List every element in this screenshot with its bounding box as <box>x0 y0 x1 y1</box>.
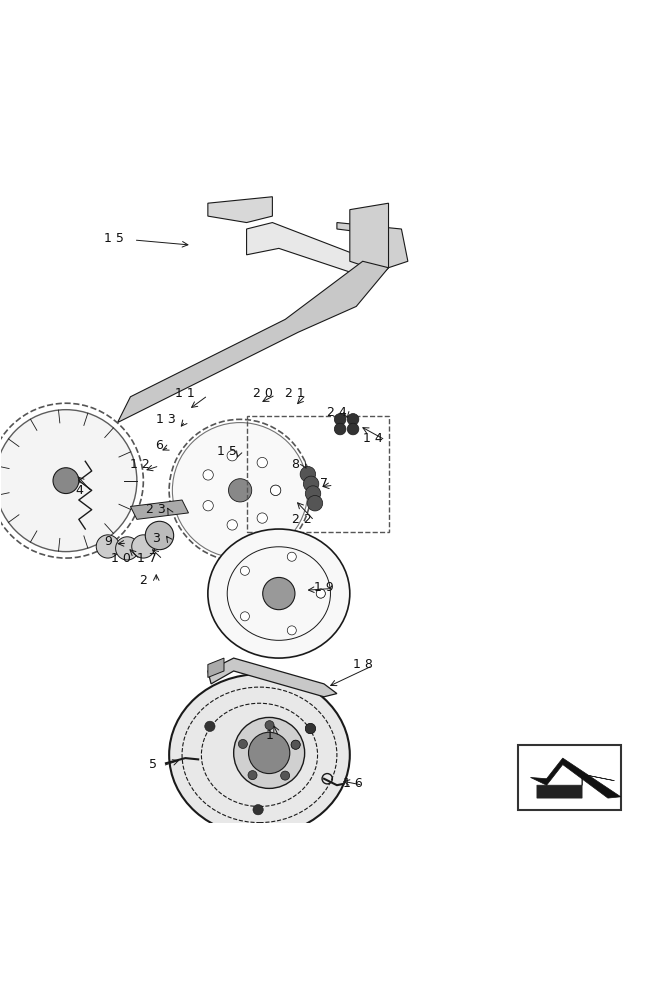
Text: 1 5: 1 5 <box>217 445 237 458</box>
Circle shape <box>234 717 305 788</box>
Circle shape <box>253 805 263 815</box>
Circle shape <box>248 771 257 780</box>
Text: 3: 3 <box>152 532 160 545</box>
Circle shape <box>316 589 325 598</box>
Polygon shape <box>130 500 189 519</box>
Circle shape <box>227 520 237 530</box>
Polygon shape <box>117 261 389 423</box>
Text: 6: 6 <box>156 439 163 452</box>
Circle shape <box>281 771 290 780</box>
Polygon shape <box>208 658 224 677</box>
Text: 1 1: 1 1 <box>176 387 195 400</box>
Ellipse shape <box>169 674 350 836</box>
Text: 1: 1 <box>265 729 273 742</box>
Circle shape <box>307 495 323 511</box>
Text: 2: 2 <box>139 574 147 587</box>
Text: 1 3: 1 3 <box>156 413 176 426</box>
Text: 1 7: 1 7 <box>137 552 157 565</box>
Circle shape <box>257 513 268 523</box>
Circle shape <box>287 552 296 561</box>
Text: 2 1: 2 1 <box>285 387 305 400</box>
Polygon shape <box>208 197 272 223</box>
Text: 8: 8 <box>291 458 299 471</box>
Circle shape <box>305 486 321 501</box>
Circle shape <box>334 423 346 435</box>
Circle shape <box>145 521 174 550</box>
Text: 2 2: 2 2 <box>292 513 311 526</box>
Circle shape <box>291 740 300 749</box>
Circle shape <box>240 566 249 575</box>
Circle shape <box>334 414 346 425</box>
Polygon shape <box>531 758 621 798</box>
Circle shape <box>257 457 268 468</box>
Circle shape <box>53 468 79 494</box>
Circle shape <box>300 466 316 482</box>
Circle shape <box>229 479 251 502</box>
Text: 2 4: 2 4 <box>327 406 347 419</box>
Circle shape <box>265 721 274 730</box>
Bar <box>518 745 621 810</box>
Circle shape <box>205 721 215 731</box>
Text: 5: 5 <box>149 758 157 771</box>
Circle shape <box>203 501 213 511</box>
Text: 9: 9 <box>104 535 112 548</box>
Text: 1 5: 1 5 <box>104 232 124 245</box>
Circle shape <box>287 626 296 635</box>
Circle shape <box>347 423 359 435</box>
Text: 7: 7 <box>320 477 328 490</box>
Circle shape <box>291 740 300 749</box>
Circle shape <box>262 577 295 610</box>
Polygon shape <box>537 774 614 798</box>
Circle shape <box>240 612 249 621</box>
Circle shape <box>172 423 308 558</box>
Circle shape <box>316 589 325 598</box>
Circle shape <box>305 723 316 734</box>
Text: 1 4: 1 4 <box>362 432 382 445</box>
Text: 1 0: 1 0 <box>111 552 131 565</box>
Circle shape <box>115 537 139 560</box>
Circle shape <box>132 535 155 558</box>
Polygon shape <box>247 223 389 281</box>
Circle shape <box>270 485 281 495</box>
Circle shape <box>0 410 137 552</box>
Text: 2 0: 2 0 <box>253 387 273 400</box>
Text: 4: 4 <box>75 484 83 497</box>
Text: 2 3: 2 3 <box>146 503 166 516</box>
Circle shape <box>270 485 281 495</box>
Text: 1 8: 1 8 <box>353 658 373 671</box>
Circle shape <box>303 476 319 492</box>
Circle shape <box>238 739 248 748</box>
Circle shape <box>203 470 213 480</box>
Text: 1 9: 1 9 <box>314 581 334 594</box>
Polygon shape <box>208 658 337 697</box>
Circle shape <box>97 535 119 558</box>
Circle shape <box>227 451 237 461</box>
Text: 1 6: 1 6 <box>343 777 363 790</box>
Text: 1 2: 1 2 <box>130 458 150 471</box>
Bar <box>247 416 389 532</box>
Circle shape <box>305 723 316 734</box>
Polygon shape <box>350 203 389 268</box>
Ellipse shape <box>208 529 350 658</box>
Circle shape <box>347 414 359 425</box>
Circle shape <box>249 732 290 774</box>
Polygon shape <box>337 223 408 268</box>
